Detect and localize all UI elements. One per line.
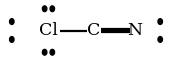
Text: N: N bbox=[127, 22, 142, 39]
Ellipse shape bbox=[10, 19, 14, 24]
Ellipse shape bbox=[158, 19, 162, 24]
Ellipse shape bbox=[10, 37, 14, 42]
Ellipse shape bbox=[42, 6, 47, 12]
Ellipse shape bbox=[50, 49, 55, 55]
Ellipse shape bbox=[50, 6, 55, 12]
Text: C: C bbox=[87, 22, 100, 39]
Text: Cl: Cl bbox=[39, 22, 58, 39]
Ellipse shape bbox=[158, 37, 162, 42]
Ellipse shape bbox=[42, 49, 47, 55]
